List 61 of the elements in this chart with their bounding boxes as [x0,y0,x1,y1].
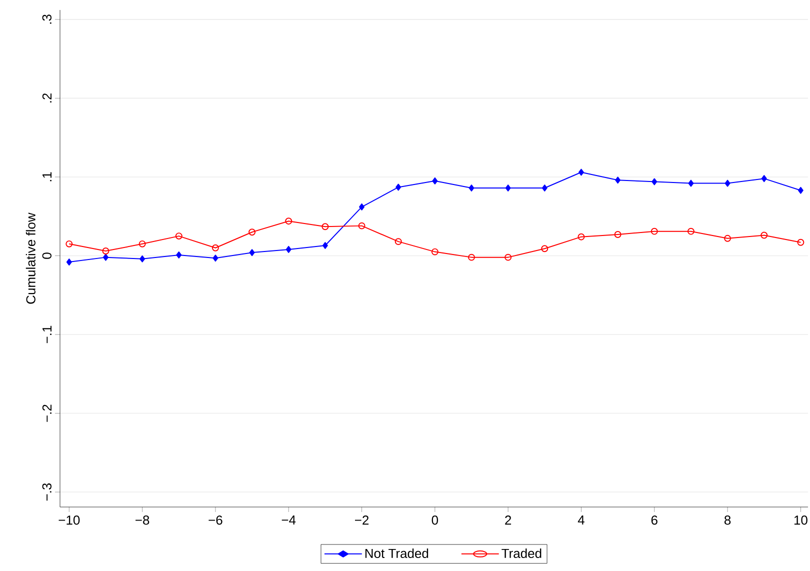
x-tick-label: −8 [136,516,150,525]
x-tick-label: 2 [505,516,512,525]
y-tick-label: .3 [42,14,52,24]
point [286,246,292,253]
point [322,242,328,249]
x-tick-label: −6 [208,516,222,525]
point [468,184,474,192]
point [578,233,585,240]
point [359,203,365,210]
point [249,249,255,256]
y-tick-label: .2 [42,93,52,102]
point [687,228,694,235]
y-axis-title: Cumulative flow [26,212,36,304]
point [102,254,108,261]
x-tick-label: 6 [651,516,658,525]
x-tick-label: −2 [354,516,369,525]
point [504,254,512,261]
y-tick-label: 0 [42,252,52,259]
point [431,248,438,256]
point [394,238,402,246]
x-tick-label: 0 [432,516,438,525]
point [468,254,475,261]
point [724,180,730,187]
legend-label: Not Traded [365,548,428,558]
point [358,222,366,230]
y-tick-label: −.2 [42,404,52,422]
point [614,230,622,238]
point [396,184,402,191]
point [615,176,621,184]
point [798,186,804,194]
point [322,223,329,230]
point [175,232,182,240]
point [688,180,694,187]
legend-label: Traded [502,548,542,558]
x-tick-label: 4 [578,516,584,524]
x-tick-label: 8 [724,516,731,525]
point [505,184,511,192]
point [176,251,182,258]
point [140,255,146,262]
point [578,168,584,176]
y-tick-label: .1 [42,172,52,182]
point [212,254,218,262]
y-tick-label: −.1 [42,326,52,344]
point [652,178,658,186]
point [248,228,256,236]
point [542,184,548,192]
point [102,248,110,255]
point [760,232,768,239]
point [212,244,219,252]
point [432,177,438,184]
x-tick-label: −4 [282,516,296,524]
y-tick-label: −.3 [42,483,52,501]
point [724,234,732,242]
point [66,258,72,266]
point [285,218,292,225]
point [650,228,658,235]
point [761,175,767,182]
point [138,240,146,248]
x-tick-label: −10 [58,516,80,525]
x-tick-label: 10 [794,516,808,525]
point [541,245,548,252]
